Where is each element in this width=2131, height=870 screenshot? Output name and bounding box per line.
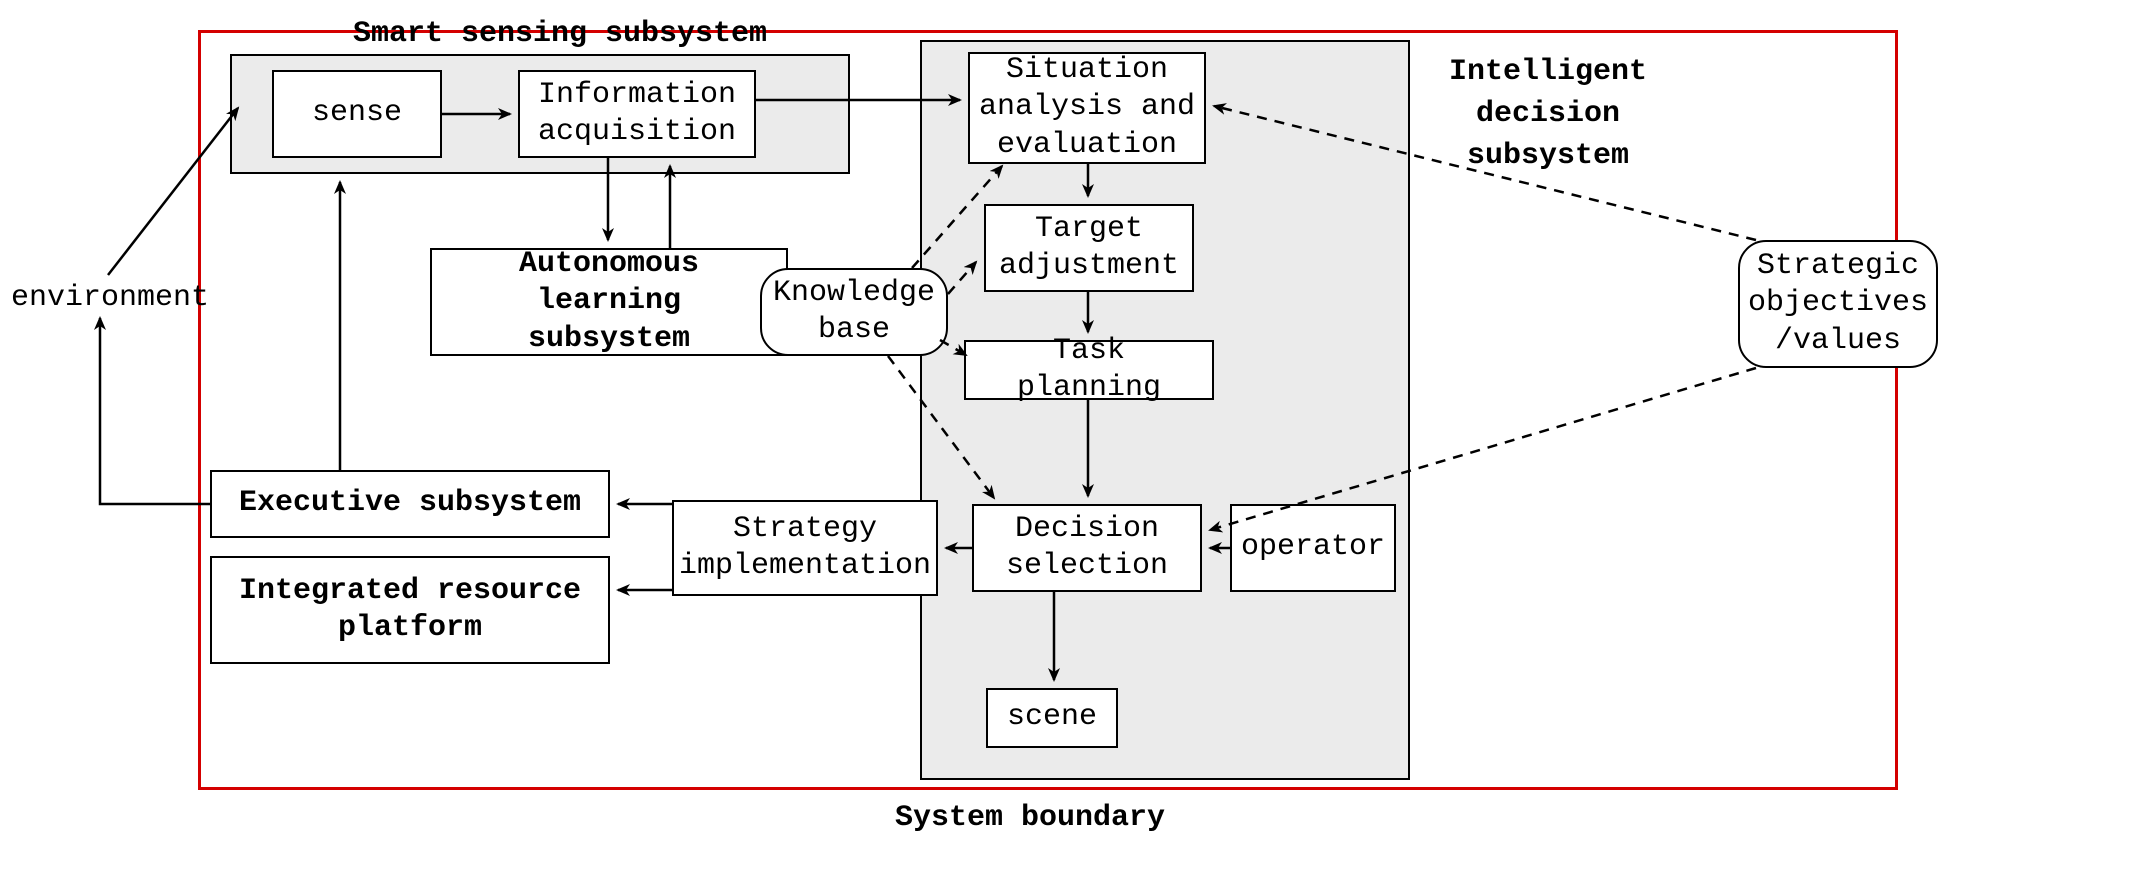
target-adjustment-node: Targetadjustment [984,204,1194,292]
information-acquisition-node: Informationacquisition [518,70,756,158]
environment-label: environment [0,280,220,318]
situation-analysis-node: Situationanalysis andevaluation [968,52,1206,164]
autonomous-learning-subsystem-node: Autonomous learningsubsystem [430,248,788,356]
intelligent-decision-title-line3: subsystem [1418,138,1678,176]
knowledge-base-node: Knowledgebase [760,268,948,356]
strategic-objectives-node: Strategicobjectives/values [1738,240,1938,368]
integrated-resource-platform-node: Integrated resourceplatform [210,556,610,664]
task-planning-node: Task planning [964,340,1214,400]
system-boundary-label: System boundary [860,800,1200,838]
scene-node: scene [986,688,1118,748]
edge-exec-to-env [100,318,210,504]
intelligent-decision-title-line1: Intelligent [1418,54,1678,92]
decision-selection-node: Decisionselection [972,504,1202,592]
executive-subsystem-node: Executive subsystem [210,470,610,538]
strategy-implementation-node: Strategyimplementation [672,500,938,596]
smart-sensing-title: Smart sensing subsystem [300,16,820,54]
sense-node: sense [272,70,442,158]
intelligent-decision-title-line2: decision [1418,96,1678,134]
operator-node: operator [1230,504,1396,592]
